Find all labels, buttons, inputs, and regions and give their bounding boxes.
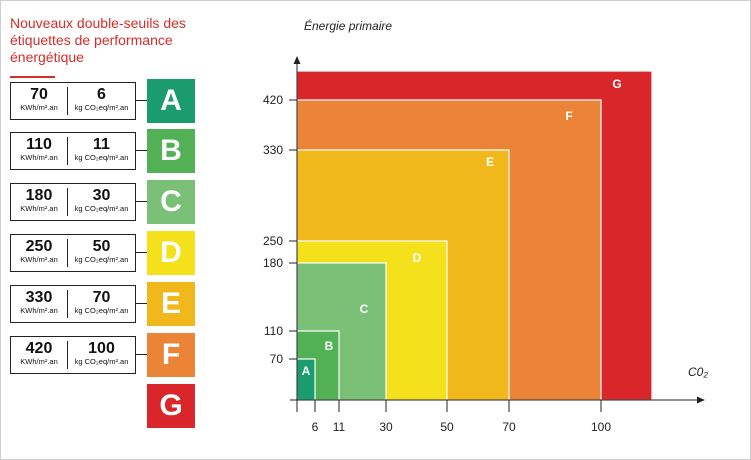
threshold-separator xyxy=(67,188,68,216)
y-tick-label: 250 xyxy=(263,234,283,248)
class-area-label-g: G xyxy=(612,77,621,91)
co2-value: 30 xyxy=(92,187,111,204)
class-area-label-d: D xyxy=(413,251,422,265)
x-tick-label: 11 xyxy=(333,420,346,434)
energy-unit: KWh/m².an xyxy=(20,306,58,315)
co2-threshold: 50 kg CO₂eq/m².an xyxy=(68,235,135,271)
connector-line xyxy=(135,354,147,355)
x-tick-label: 70 xyxy=(502,420,516,434)
figure-title: Nouveaux double-seuils des étiquettes de… xyxy=(10,15,186,65)
threshold-separator xyxy=(67,341,68,369)
energy-threshold: 110 KWh/m².an xyxy=(11,133,67,169)
class-area-label-e: E xyxy=(486,155,494,169)
co2-threshold: 70 kg CO₂eq/m².an xyxy=(68,286,135,322)
y-tick-label: 330 xyxy=(263,143,283,157)
double-threshold-box: 330 KWh/m².an 70 kg CO₂eq/m².an xyxy=(10,285,136,323)
co2-unit: kg CO₂eq/m².an xyxy=(74,306,129,315)
class-badge: B xyxy=(147,129,195,173)
double-threshold-box: 180 KWh/m².an 30 kg CO₂eq/m².an xyxy=(10,183,136,221)
x-axis-arrow-icon xyxy=(697,396,705,404)
energy-value: 330 xyxy=(25,289,53,306)
co2-unit: kg CO₂eq/m².an xyxy=(74,204,129,213)
title-underline xyxy=(10,76,55,78)
y-tick-label: 70 xyxy=(270,352,284,366)
energy-threshold: 70 KWh/m².an xyxy=(11,83,67,119)
energy-value: 420 xyxy=(25,340,53,357)
co2-threshold: 100 kg CO₂eq/m².an xyxy=(68,337,135,373)
y-tick-label: 180 xyxy=(263,256,283,270)
y-axis-arrow-icon xyxy=(293,56,301,64)
x-tick-label: 30 xyxy=(379,420,393,434)
co2-value: 70 xyxy=(92,289,111,306)
energy-threshold: 250 KWh/m².an xyxy=(11,235,67,271)
double-threshold-box: 70 KWh/m².an 6 kg CO₂eq/m².an xyxy=(10,82,136,120)
axes: 70 110 180 250 330 420 6 11 30 50 70 100 xyxy=(263,56,705,434)
class-areas: G F E D C BA xyxy=(296,70,653,401)
class-row-c: 180 KWh/m².an 30 kg CO₂eq/m².an C xyxy=(10,180,195,224)
energy-unit: KWh/m².an xyxy=(20,103,58,112)
connector-line xyxy=(135,303,147,304)
energy-unit: KWh/m².an xyxy=(20,153,58,162)
energy-unit: KWh/m².an xyxy=(20,357,58,366)
double-threshold-box: 420 KWh/m².an 100 kg CO₂eq/m².an xyxy=(10,336,136,374)
x-tick-label: 100 xyxy=(591,420,611,434)
x-axis-label: C0₂ xyxy=(688,365,708,379)
class-badge: D xyxy=(147,231,195,275)
energy-value: 70 xyxy=(30,86,48,103)
connector-line xyxy=(135,252,147,253)
threshold-separator xyxy=(67,137,68,165)
class-badge: G xyxy=(147,384,195,428)
co2-threshold: 6 kg CO₂eq/m².an xyxy=(68,83,135,119)
connector-line xyxy=(135,150,147,151)
double-threshold-box: 250 KWh/m².an 50 kg CO₂eq/m².an xyxy=(10,234,136,272)
class-badge: F xyxy=(147,333,195,377)
class-row-d: 250 KWh/m².an 50 kg CO₂eq/m².an D xyxy=(10,231,195,275)
class-row-f: 420 KWh/m².an 100 kg CO₂eq/m².an F xyxy=(10,333,195,377)
threshold-separator xyxy=(67,239,68,267)
x-tick-label: 50 xyxy=(440,420,454,434)
energy-threshold: 180 KWh/m².an xyxy=(11,184,67,220)
threshold-separator xyxy=(67,290,68,318)
co2-unit: kg CO₂eq/m².an xyxy=(74,153,129,162)
class-badge: C xyxy=(147,180,195,224)
threshold-separator xyxy=(67,87,68,115)
y-tick-label: 110 xyxy=(264,324,283,338)
energy-value: 110 xyxy=(26,136,52,153)
co2-value: 6 xyxy=(97,86,106,103)
class-badge: A xyxy=(147,79,195,123)
class-badge: E xyxy=(147,282,195,326)
double-threshold-box: 110 KWh/m².an 11 kg CO₂eq/m².an xyxy=(10,132,136,170)
co2-value: 11 xyxy=(93,136,110,153)
class-row-a: 70 KWh/m².an 6 kg CO₂eq/m².an A xyxy=(10,79,195,123)
connector-line xyxy=(135,201,147,202)
energy-unit: KWh/m².an xyxy=(20,204,58,213)
energy-value: 250 xyxy=(25,238,53,255)
connector-line xyxy=(135,100,147,101)
co2-threshold: 11 kg CO₂eq/m².an xyxy=(68,133,135,169)
energy-threshold: 330 KWh/m².an xyxy=(11,286,67,322)
class-area-label-b: B xyxy=(325,339,334,353)
energy-unit: KWh/m².an xyxy=(20,255,58,264)
x-tick-label: 6 xyxy=(312,420,319,434)
class-area-label-a: A xyxy=(302,364,311,378)
energy-value: 180 xyxy=(25,187,53,204)
class-area-label-c: C xyxy=(360,302,369,316)
class-area-label-f: F xyxy=(565,109,572,123)
co2-unit: kg CO₂eq/m².an xyxy=(74,255,129,264)
class-row-b: 110 KWh/m².an 11 kg CO₂eq/m².an B xyxy=(10,129,195,173)
energy-threshold: 420 KWh/m².an xyxy=(11,337,67,373)
co2-unit: kg CO₂eq/m².an xyxy=(74,357,129,366)
class-row-e: 330 KWh/m².an 70 kg CO₂eq/m².an E xyxy=(10,282,195,326)
y-axis-label: Énergie primaire xyxy=(304,18,392,33)
class-row-g: G xyxy=(10,384,195,428)
co2-value: 50 xyxy=(92,238,111,255)
co2-threshold: 30 kg CO₂eq/m².an xyxy=(68,184,135,220)
co2-unit: kg CO₂eq/m².an xyxy=(74,103,129,112)
co2-value: 100 xyxy=(88,340,115,357)
y-tick-label: 420 xyxy=(263,93,283,107)
